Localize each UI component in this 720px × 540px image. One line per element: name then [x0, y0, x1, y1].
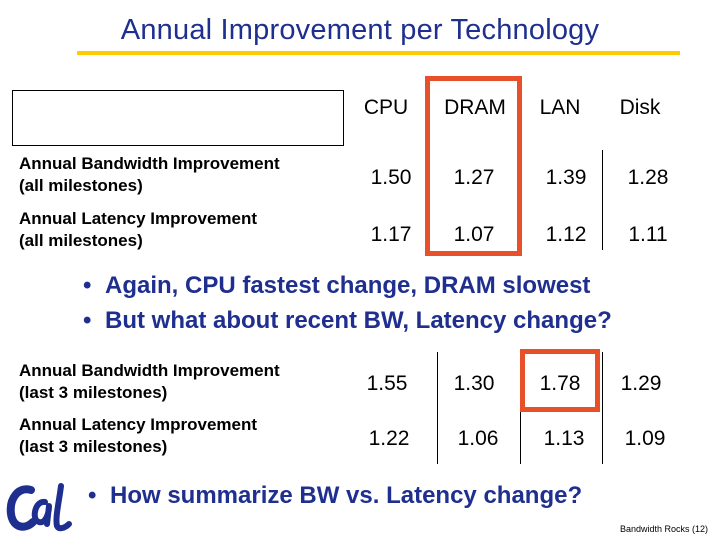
- row-label: Annual Bandwidth Improvement (all milest…: [19, 154, 280, 195]
- footer-text: Bandwidth Rocks (12): [619, 524, 708, 534]
- table-cell: 1.27: [453, 166, 495, 189]
- column-header-lan: LAN: [539, 96, 581, 119]
- bullet-item: • How summarize BW vs. Latency change?: [88, 482, 583, 509]
- table-cell: 1.29: [620, 372, 662, 395]
- bullet-item: • Again, CPU fastest change, DRAM slowest: [83, 272, 591, 299]
- table-cell: 1.17: [370, 223, 412, 246]
- title-underline: [77, 51, 680, 55]
- bullet-item: • But what about recent BW, Latency chang…: [83, 307, 612, 334]
- table-header-box: [12, 90, 344, 146]
- cal-logo-icon: [6, 483, 72, 532]
- table-cell: 1.12: [545, 223, 587, 246]
- table-cell: 1.07: [453, 223, 495, 246]
- row-label: Annual Latency Improvement (last 3 miles…: [19, 415, 258, 456]
- table-cell: 1.09: [624, 427, 666, 450]
- row-label: Annual Bandwidth Improvement (last 3 mil…: [19, 361, 280, 402]
- column-header-disk: Disk: [619, 96, 661, 119]
- table-cell: 1.06: [457, 427, 499, 450]
- table-cell: 1.28: [627, 166, 669, 189]
- column-divider: [602, 150, 603, 250]
- column-divider: [602, 352, 603, 464]
- column-header-dram: DRAM: [444, 96, 506, 119]
- table-cell: 1.22: [368, 427, 410, 450]
- table-cell: 1.39: [545, 166, 587, 189]
- table-cell: 1.30: [453, 372, 495, 395]
- table-cell: 1.11: [628, 223, 668, 246]
- table-cell: 1.78: [539, 372, 581, 395]
- column-divider: [520, 412, 521, 464]
- column-header-cpu: CPU: [363, 96, 409, 119]
- table-cell: 1.13: [543, 427, 585, 450]
- slide-title: Annual Improvement per Technology: [120, 14, 600, 46]
- table-cell: 1.55: [366, 372, 408, 395]
- dram-highlight-box: [425, 76, 522, 256]
- row-label: Annual Latency Improvement (all mileston…: [19, 209, 258, 250]
- table-cell: 1.50: [370, 166, 412, 189]
- lan-highlight-box: [520, 349, 600, 412]
- column-divider: [437, 352, 438, 464]
